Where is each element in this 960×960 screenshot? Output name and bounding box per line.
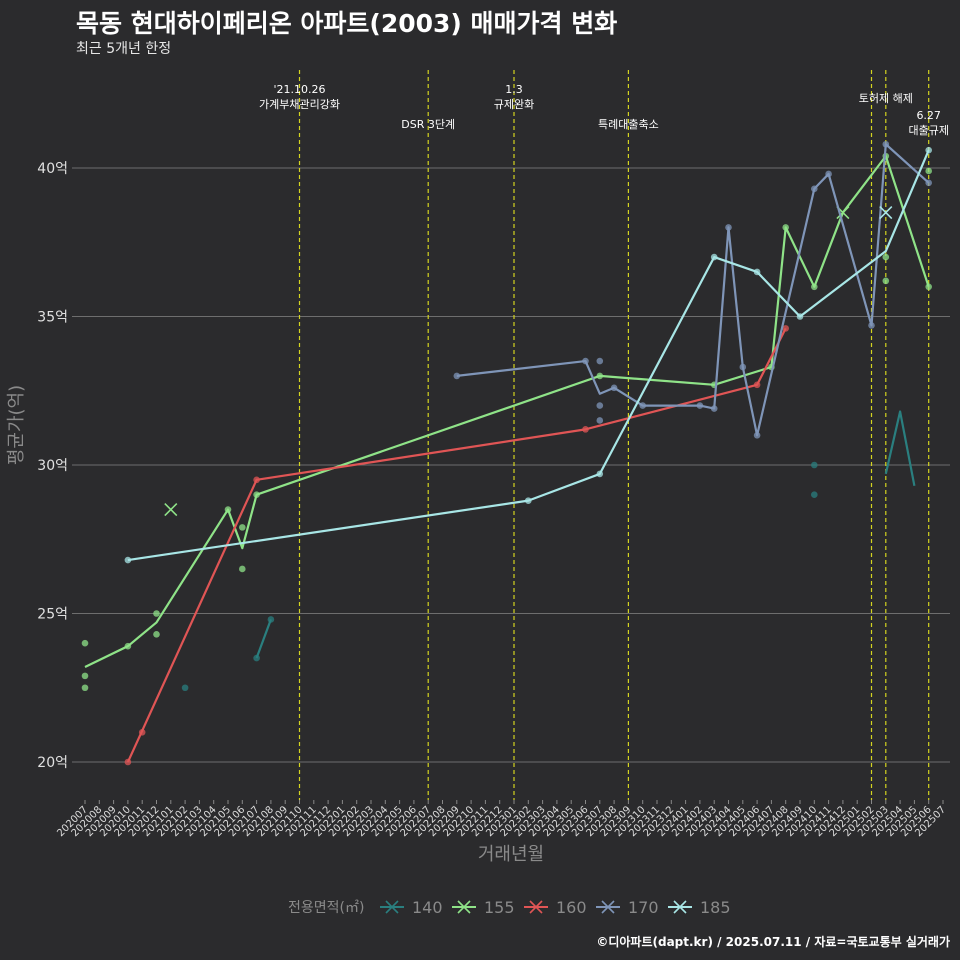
data-point [753, 381, 761, 389]
y-tick-label: 25억 [37, 607, 68, 623]
data-point [925, 179, 932, 187]
data-point [796, 313, 804, 320]
series-160 [124, 325, 789, 766]
legend-item-160: 160 [524, 898, 587, 917]
data-point [124, 556, 132, 564]
legend-title: 전용면적(㎡) [288, 900, 364, 916]
x-axis-title: 거래년월 [478, 844, 544, 865]
event-label: 6.27 대출규제 [908, 109, 948, 137]
data-point [882, 253, 890, 261]
y-axis-title: 평균가(억) [6, 385, 27, 465]
data-point [882, 140, 890, 148]
data-point [825, 170, 832, 178]
data-point [596, 402, 604, 409]
data-point [882, 277, 890, 285]
data-point [124, 758, 132, 766]
data-point [811, 185, 818, 193]
legend-item-170: 170 [596, 898, 659, 917]
data-point [181, 684, 189, 692]
y-tick-label: 35억 [37, 310, 68, 326]
data-point [710, 405, 718, 412]
data-point [596, 372, 604, 380]
cross-marker [879, 205, 893, 220]
event-label: '21.10.26 가계부채관리강화 [259, 83, 340, 111]
legend-label: 155 [484, 898, 515, 917]
series-line [884, 410, 916, 486]
data-point [811, 283, 818, 291]
plot-panel [72, 64, 950, 800]
cross-marker [164, 502, 178, 517]
data-point [153, 610, 160, 617]
data-point [739, 363, 747, 371]
chart-title: 목동 현대하이페리온 아파트(2003) 매매가격 변화 [76, 9, 618, 38]
series-170 [453, 140, 932, 439]
legend-item-185: 185 [668, 898, 731, 917]
data-point [239, 524, 246, 531]
data-point [753, 432, 761, 439]
data-point [596, 417, 604, 424]
data-point [753, 268, 761, 276]
data-point [239, 565, 246, 573]
data-point [267, 616, 275, 623]
legend-swatch-cross [529, 900, 543, 914]
data-point [582, 426, 589, 433]
data-point [525, 497, 532, 504]
data-point [925, 167, 932, 175]
data-point [925, 146, 932, 154]
data-point [811, 491, 818, 499]
data-point [596, 470, 604, 478]
data-point [81, 672, 89, 680]
series-line [127, 149, 930, 562]
data-point [639, 402, 646, 409]
data-point [925, 283, 932, 291]
series-140 [181, 410, 916, 692]
data-point [782, 224, 789, 231]
data-point [453, 372, 461, 380]
y-tick-label: 40억 [37, 161, 68, 177]
legend-swatch-cross [457, 900, 471, 914]
legend-swatch-cross [601, 900, 615, 914]
legend-label: 140 [412, 898, 443, 917]
legend-swatch-cross [673, 900, 687, 914]
data-point [710, 253, 718, 261]
series-line [84, 155, 930, 668]
data-point [81, 684, 89, 692]
event-label: DSR 3단계 [401, 118, 455, 131]
series-line [255, 619, 272, 659]
data-point [696, 402, 704, 409]
chart-subtitle: 최근 5개년 한정 [76, 41, 172, 57]
data-point [596, 357, 604, 365]
data-point [253, 476, 260, 484]
legend-label: 160 [556, 898, 587, 917]
data-point [224, 506, 232, 513]
source-caption: ©디아파트(dapt.kr) / 2025.07.11 / 자료=국토교통부 실… [596, 935, 950, 949]
data-point [81, 639, 89, 647]
data-point [253, 491, 260, 499]
data-point [610, 384, 618, 392]
legend-label: 185 [700, 898, 731, 917]
legend-swatch-cross [385, 900, 399, 914]
data-point [582, 357, 589, 365]
legend-item-155: 155 [452, 898, 515, 917]
data-point [138, 729, 146, 736]
data-point [811, 461, 818, 469]
data-point [124, 642, 132, 650]
data-point [725, 224, 732, 231]
legend-label: 170 [628, 898, 659, 917]
y-tick-label: 30억 [37, 458, 68, 474]
legend-item-140: 140 [380, 898, 443, 917]
data-point [153, 630, 160, 638]
event-label: 특례대출축소 [598, 118, 659, 131]
series-185 [124, 146, 932, 564]
data-point [782, 325, 789, 332]
data-point [868, 322, 875, 329]
event-label: 토허제 해제 [859, 91, 913, 105]
event-label: 1.3 규제완화 [494, 83, 534, 111]
y-tick-label: 20억 [37, 755, 68, 771]
data-point [253, 654, 260, 662]
